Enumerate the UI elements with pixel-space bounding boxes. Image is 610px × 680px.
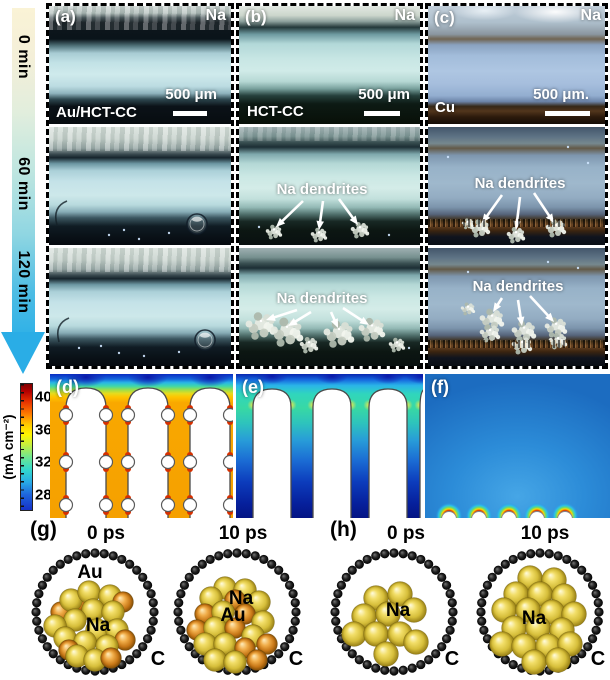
time-10ps-label: 10 ps (520, 523, 570, 544)
scalebar-text: 500 μm. (533, 86, 589, 103)
na-dendrites-label: Na dendrites (276, 290, 368, 307)
simulation-heatmap-cu (425, 374, 610, 518)
md-ring-h-10ps (476, 548, 604, 676)
na-atom-label: Na (385, 600, 411, 621)
micrograph-column-a: (a) Na Au/HCT-CC 500 μm (46, 3, 234, 369)
time-label-120min: 120 min (15, 250, 32, 314)
au-atom-label: Au (77, 562, 103, 583)
simulation-heatmap-hct-cc (236, 374, 423, 518)
panel-label-b: (b) (245, 7, 267, 26)
carbon-ring-label: C (444, 648, 460, 670)
micrograph-overlay (54, 200, 208, 241)
simulation-heatmap-au-hct-cc (50, 374, 233, 518)
micrograph-overlay (56, 317, 216, 358)
na-atom-label: Na (521, 608, 547, 629)
time-0ps-label: 0 ps (386, 523, 426, 544)
panel-label-a: (a) (55, 7, 76, 26)
panel-label-e: (e) (242, 377, 264, 397)
panel-label-d: (d) (56, 377, 79, 397)
colorbar-unit-label: (mA cm⁻²) (1, 414, 16, 480)
md-ring-g-0ps (31, 548, 159, 676)
micrograph-a-120min (49, 248, 231, 366)
micrograph-b-60min: Na dendrites (239, 127, 420, 245)
carbon-ring-label: C (590, 648, 606, 670)
substrate-label-hct-cc: HCT-CC (247, 103, 304, 120)
colorbar-tick-36: 36 (35, 421, 52, 439)
colorbar-tick-40: 40 (35, 388, 52, 406)
au-atom-label: Au (220, 605, 246, 626)
time-arrow-head (1, 332, 45, 374)
carbon-ring-label: C (288, 648, 304, 670)
micrograph-c-0min: (c) Na Cu 500 μm. (428, 6, 605, 124)
na-electrode-label: Na (580, 7, 601, 24)
dendrite-overlay (257, 198, 391, 243)
panel-label-c: (c) (434, 8, 455, 27)
substrate-label-au-hct-cc: Au/HCT-CC (56, 104, 137, 121)
time-label-0min: 0 min (15, 34, 32, 80)
micrograph-c-60min: Na dendrites (428, 127, 605, 245)
panel-label-g: (g) (30, 518, 57, 541)
time-gradient-arrow (12, 8, 35, 332)
carbon-ring-label: C (150, 648, 166, 670)
na-electrode-label: Na (394, 7, 415, 24)
micrograph-c-120min: Na dendrites (428, 248, 605, 366)
na-atom-label: Na (228, 588, 254, 609)
micrograph-column-b: (b) Na HCT-CC 500 μm Na dendrites Na den… (236, 3, 423, 369)
md-ring-h-0ps (330, 548, 458, 676)
time-0ps-label: 0 ps (86, 523, 126, 544)
micrograph-a-60min (49, 127, 231, 245)
na-dendrites-label: Na dendrites (276, 181, 368, 198)
micrograph-b-0min: (b) Na HCT-CC 500 μm (239, 6, 420, 124)
panel-label-h: (h) (330, 518, 357, 541)
scalebar-text: 500 μm (358, 86, 410, 103)
na-electrode-label: Na (205, 7, 226, 24)
scalebar (545, 111, 590, 116)
na-atom-label: Na (85, 615, 111, 636)
micrograph-column-c: (c) Na Cu 500 μm. Na dendrites Na dendri… (425, 3, 608, 369)
colorbar-tick-28: 28 (35, 486, 52, 504)
colorbar-tick-32: 32 (35, 453, 52, 471)
colorbar-ticks (21, 384, 24, 510)
micrograph-b-120min: Na dendrites (239, 248, 420, 366)
na-dendrites-label: Na dendrites (474, 175, 566, 192)
scalebar (173, 111, 207, 116)
substrate-label-cu: Cu (435, 99, 455, 116)
md-ring-g-10ps (173, 548, 301, 676)
micrograph-a-0min: (a) Na Au/HCT-CC 500 μm (49, 6, 231, 124)
na-dendrites-label: Na dendrites (472, 278, 564, 295)
scalebar (364, 111, 400, 116)
dendrite-overlay (460, 260, 580, 355)
time-10ps-label: 10 ps (218, 523, 268, 544)
scalebar-text: 500 μm (165, 86, 217, 103)
dendrite-overlay (245, 306, 411, 354)
time-label-60min: 60 min (15, 157, 32, 211)
panel-label-f: (f) (431, 377, 449, 397)
